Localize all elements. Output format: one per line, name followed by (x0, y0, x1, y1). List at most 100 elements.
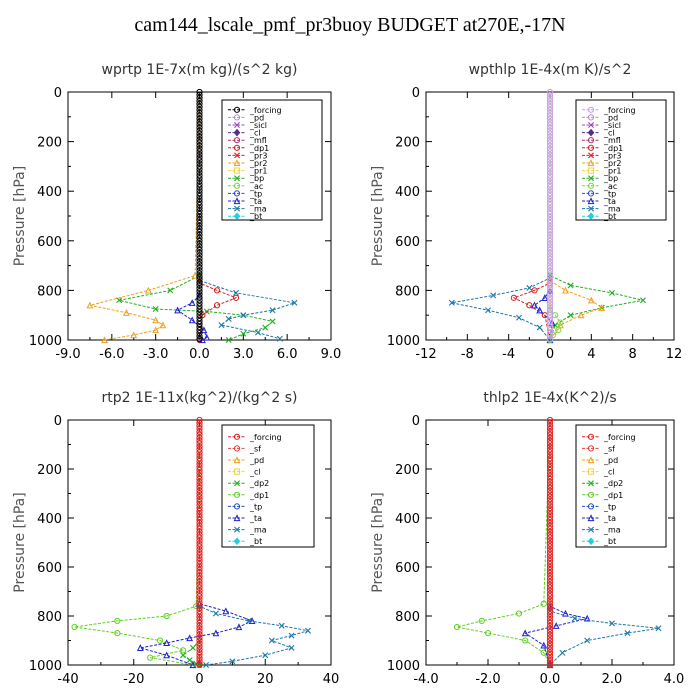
zero-column-point (546, 440, 554, 447)
y-tick-label: 1000 (29, 334, 62, 349)
zero-column-point (546, 525, 554, 532)
zero-column-point (546, 103, 554, 110)
series-point (624, 630, 631, 637)
series-point (536, 306, 544, 314)
zero-column-point (196, 599, 203, 606)
legend-swatch-marker (233, 537, 241, 546)
zero-column-point (546, 130, 554, 137)
zero-column-point (196, 318, 203, 325)
legend-label: _bt (249, 537, 262, 546)
zero-column-point (196, 493, 203, 500)
zero-column-point (546, 219, 554, 227)
x-tick-label: 6.0 (277, 347, 298, 362)
zero-column-point (546, 237, 554, 244)
zero-column-point (196, 136, 203, 143)
zero-column-point (546, 513, 554, 521)
legend-swatch-marker (233, 514, 241, 522)
series-point (531, 301, 538, 309)
zero-column-point (546, 605, 554, 612)
series-point (152, 326, 160, 334)
zero-column-point (546, 425, 554, 432)
zero-column-point (196, 593, 203, 600)
zero-column-point (546, 519, 554, 527)
zero-column-point (196, 294, 203, 301)
series-point (448, 299, 455, 306)
zero-column-point (546, 516, 554, 524)
zero-column-point (546, 321, 554, 328)
series-point (86, 301, 94, 309)
zero-column-point (196, 643, 203, 650)
zero-column-point (546, 258, 554, 265)
zero-column-point (196, 508, 203, 515)
legend-swatch-marker (588, 152, 594, 159)
series-point (577, 311, 585, 319)
zero-column-point (546, 261, 554, 268)
panel-title: wprtp 1E-7x(m kg)/(s^2 kg) (102, 62, 298, 78)
legend-label: _sf (603, 444, 615, 453)
series-point (540, 641, 548, 649)
legend-swatch-marker (588, 122, 594, 128)
zero-column-point (196, 622, 203, 629)
legend-label: _dp2 (603, 479, 623, 488)
series-point (288, 632, 295, 639)
zero-column-point (546, 655, 554, 662)
zero-column-point (196, 204, 203, 212)
zero-column-point (546, 175, 554, 182)
x-tick-label: -8 (461, 347, 474, 362)
series-point (515, 610, 523, 617)
panel-title: wpthlp 1E-4x(m K)/s^2 (469, 62, 632, 78)
zero-column-point (196, 555, 203, 562)
zero-column-point (196, 273, 203, 280)
zero-column-point (196, 558, 203, 565)
series-point (167, 287, 174, 294)
legend-label: _cl (603, 468, 615, 477)
legend-swatch-marker (588, 526, 594, 533)
legend-swatch-marker (233, 491, 241, 498)
series-point (203, 662, 210, 668)
zero-column-point (196, 243, 203, 250)
y-tick-label: 200 (395, 136, 420, 151)
zero-column-point (546, 484, 554, 491)
zero-column-point (196, 543, 203, 550)
zero-column-point (196, 657, 203, 665)
series-point (114, 617, 121, 625)
zero-column-point (546, 416, 554, 424)
series-point (655, 625, 662, 632)
zero-column-point (546, 461, 554, 468)
zero-column-point (546, 100, 554, 108)
zero-column-point (196, 596, 203, 603)
series-point (232, 294, 240, 301)
zero-column-point (546, 549, 554, 556)
zero-column-point (546, 493, 554, 500)
zero-column-point (196, 166, 203, 173)
legend-swatch-marker (233, 128, 241, 137)
series-point (101, 336, 108, 344)
legend-swatch-marker (233, 114, 241, 121)
series-point (583, 614, 591, 622)
zero-column-point (196, 516, 203, 524)
legend-swatch-marker (587, 445, 595, 452)
zero-column-point (546, 91, 554, 99)
zero-column-point (546, 154, 554, 161)
x-tick-label: 0 (195, 672, 203, 687)
zero-column-point (196, 190, 203, 197)
zero-column-point (196, 522, 203, 529)
series-point (278, 622, 285, 629)
x-tick-label: 0.0 (189, 347, 210, 362)
zero-column-point (546, 297, 554, 304)
zero-column-point (546, 166, 554, 173)
zero-column-point (196, 321, 203, 328)
zero-column-point (196, 484, 203, 491)
zero-column-point (546, 190, 554, 197)
zero-column-point (196, 540, 203, 547)
legend-swatch-marker (587, 491, 595, 498)
zero-column-point (546, 285, 554, 292)
zero-column-point (546, 481, 554, 488)
x-tick-label: -3.0 (143, 347, 168, 362)
legend-label: _cl (249, 129, 261, 138)
zero-column-point (546, 660, 554, 668)
zero-column-point (546, 324, 554, 331)
x-tick-label: 2.0 (602, 672, 623, 687)
legend-label: _tp (249, 502, 262, 511)
zero-column-point (546, 558, 554, 565)
